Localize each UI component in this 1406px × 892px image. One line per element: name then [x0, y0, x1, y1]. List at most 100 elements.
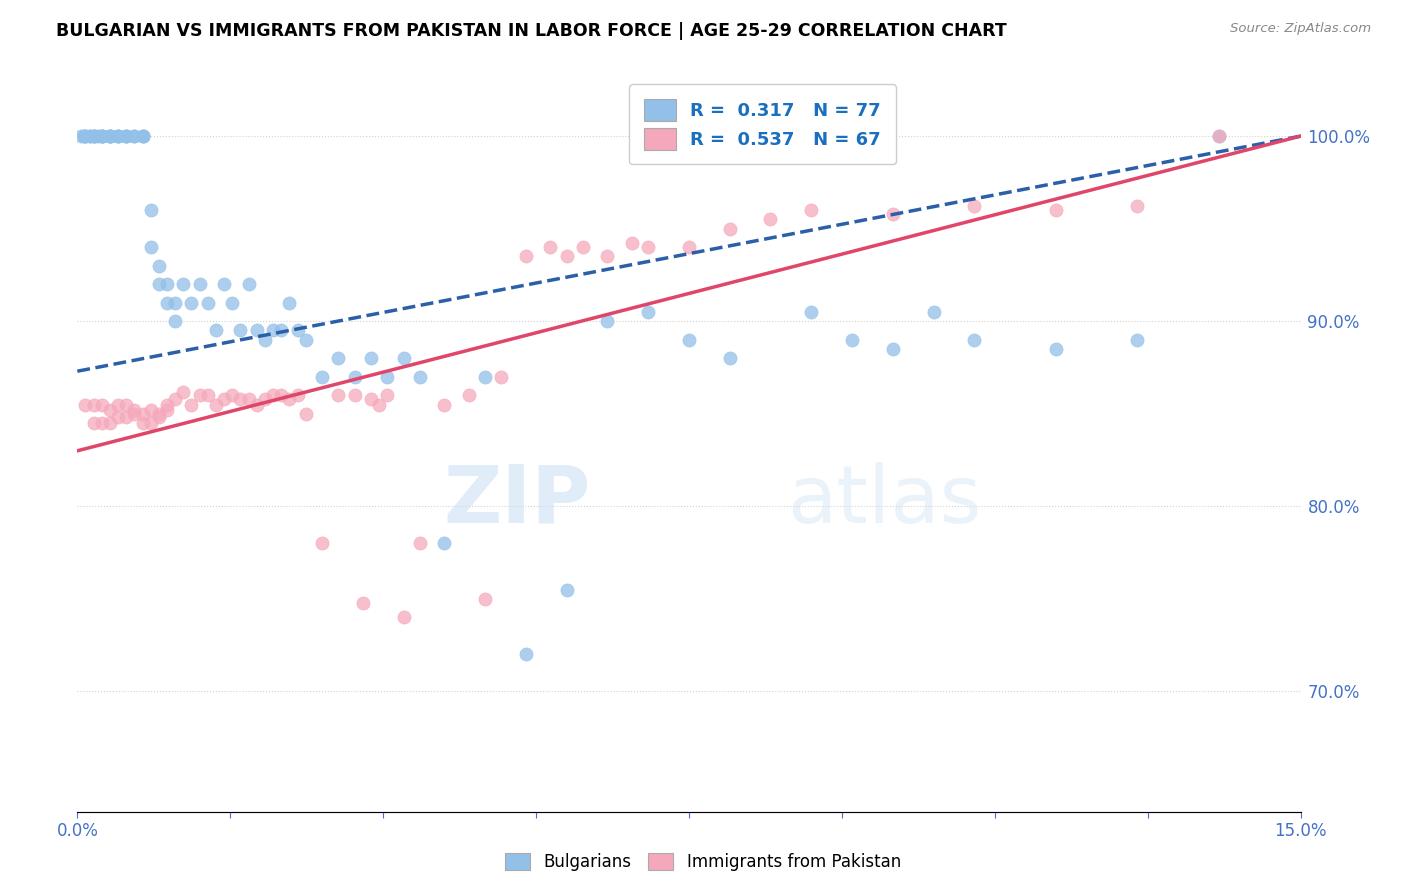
Point — [238, 277, 260, 292]
Point — [433, 536, 456, 550]
Point — [1045, 203, 1067, 218]
Point — [139, 240, 162, 254]
Point — [221, 295, 243, 310]
Point — [368, 397, 391, 411]
Point — [75, 397, 97, 411]
Point — [148, 410, 170, 425]
Point — [98, 129, 121, 144]
Point — [197, 295, 219, 310]
Point — [180, 397, 202, 411]
Point — [73, 129, 96, 144]
Point — [409, 536, 432, 550]
Point — [107, 129, 129, 144]
Point — [107, 129, 129, 144]
Point — [98, 129, 121, 144]
Point — [474, 369, 496, 384]
Point — [311, 536, 333, 550]
Point — [148, 277, 170, 292]
Point — [75, 129, 97, 144]
Point — [205, 397, 228, 411]
Point — [148, 259, 170, 273]
Point — [107, 410, 129, 425]
Text: Source: ZipAtlas.com: Source: ZipAtlas.com — [1230, 22, 1371, 36]
Point — [678, 240, 700, 254]
Point — [270, 388, 292, 402]
Point — [718, 221, 741, 235]
Point — [165, 314, 187, 328]
Point — [718, 351, 741, 366]
Point — [83, 129, 105, 144]
Point — [262, 323, 284, 337]
Point — [1208, 129, 1230, 144]
Point — [131, 129, 153, 144]
Point — [205, 323, 228, 337]
Point — [75, 129, 97, 144]
Point — [90, 416, 112, 430]
Point — [800, 203, 823, 218]
Point — [165, 295, 187, 310]
Point — [343, 369, 366, 384]
Point — [882, 207, 904, 221]
Point — [620, 236, 643, 251]
Point — [311, 369, 333, 384]
Point — [352, 596, 374, 610]
Point — [246, 397, 269, 411]
Point — [375, 388, 398, 402]
Point — [131, 129, 153, 144]
Point — [98, 403, 121, 417]
Point — [139, 203, 162, 218]
Point — [963, 333, 986, 347]
Point — [90, 129, 112, 144]
Point — [139, 416, 162, 430]
Text: atlas: atlas — [787, 462, 981, 540]
Point — [572, 240, 595, 254]
Point — [197, 388, 219, 402]
Point — [107, 397, 129, 411]
Point — [246, 323, 269, 337]
Point — [1208, 129, 1230, 144]
Point — [98, 129, 121, 144]
Point — [1126, 199, 1149, 213]
Text: ZIP: ZIP — [444, 462, 591, 540]
Point — [515, 648, 537, 662]
Point — [156, 397, 179, 411]
Point — [491, 369, 513, 384]
Point — [156, 403, 179, 417]
Point — [270, 323, 292, 337]
Point — [596, 314, 619, 328]
Point — [90, 397, 112, 411]
Point — [115, 129, 138, 144]
Point — [180, 295, 202, 310]
Point — [1045, 342, 1067, 356]
Point — [156, 295, 179, 310]
Point — [278, 392, 301, 406]
Point — [221, 388, 243, 402]
Point — [212, 277, 235, 292]
Point — [800, 305, 823, 319]
Point — [131, 129, 153, 144]
Point — [188, 277, 211, 292]
Point — [212, 392, 235, 406]
Point — [238, 392, 260, 406]
Point — [328, 388, 350, 402]
Point — [328, 351, 350, 366]
Point — [882, 342, 904, 356]
Point — [115, 129, 138, 144]
Point — [474, 591, 496, 606]
Point — [115, 129, 138, 144]
Point — [90, 129, 112, 144]
Point — [409, 369, 432, 384]
Point — [90, 129, 112, 144]
Point — [139, 403, 162, 417]
Point — [457, 388, 479, 402]
Point — [596, 249, 619, 263]
Point — [294, 333, 316, 347]
Point — [515, 249, 537, 263]
Point — [253, 392, 276, 406]
Point — [555, 249, 578, 263]
Point — [678, 333, 700, 347]
Point — [278, 295, 301, 310]
Point — [90, 129, 112, 144]
Point — [79, 129, 101, 144]
Point — [637, 305, 659, 319]
